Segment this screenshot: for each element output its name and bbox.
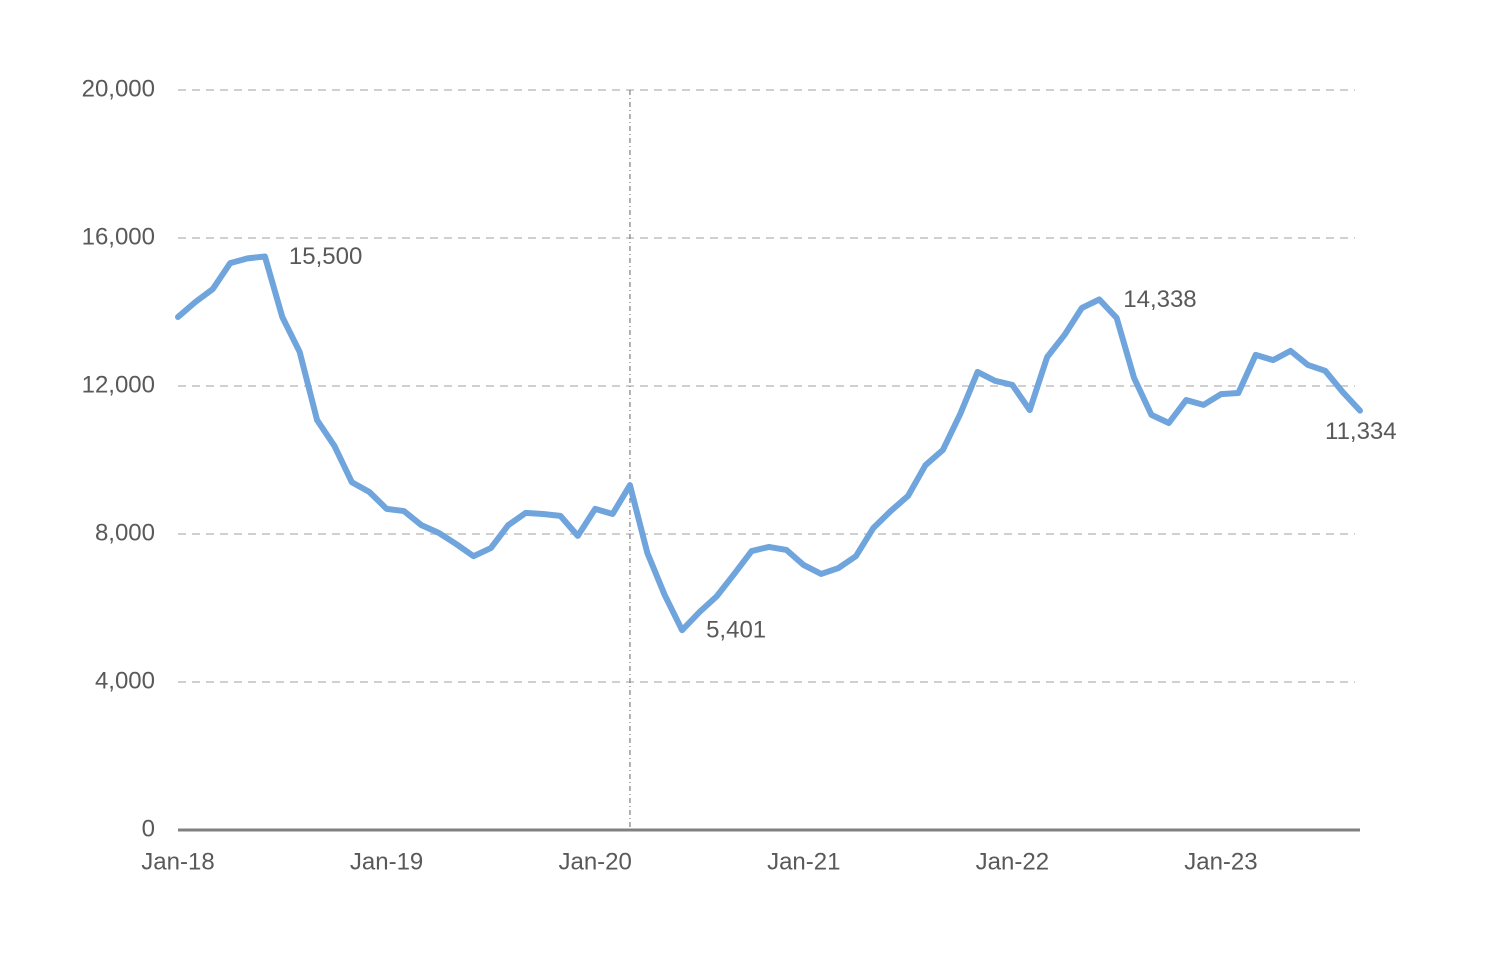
- y-tick-label: 0: [142, 815, 155, 842]
- x-tick-label: Jan-18: [141, 848, 214, 875]
- x-tick-label: Jan-21: [767, 848, 840, 875]
- y-tick-label: 4,000: [95, 667, 155, 694]
- y-tick-label: 16,000: [82, 223, 155, 250]
- x-tick-label: Jan-22: [976, 848, 1049, 875]
- line-series: [175, 253, 1363, 634]
- y-tick-label: 20,000: [82, 75, 155, 102]
- x-tick-label: Jan-19: [350, 848, 423, 875]
- data-label: 15,500: [289, 243, 362, 270]
- y-tick-label: 12,000: [82, 371, 155, 398]
- data-label: 11,334: [1325, 418, 1397, 445]
- data-label: 5,401: [706, 617, 766, 644]
- x-tick-label: Jan-20: [558, 848, 631, 875]
- data-label: 14,338: [1123, 286, 1196, 313]
- x-tick-label: Jan-23: [1184, 848, 1257, 875]
- y-tick-label: 8,000: [95, 519, 155, 546]
